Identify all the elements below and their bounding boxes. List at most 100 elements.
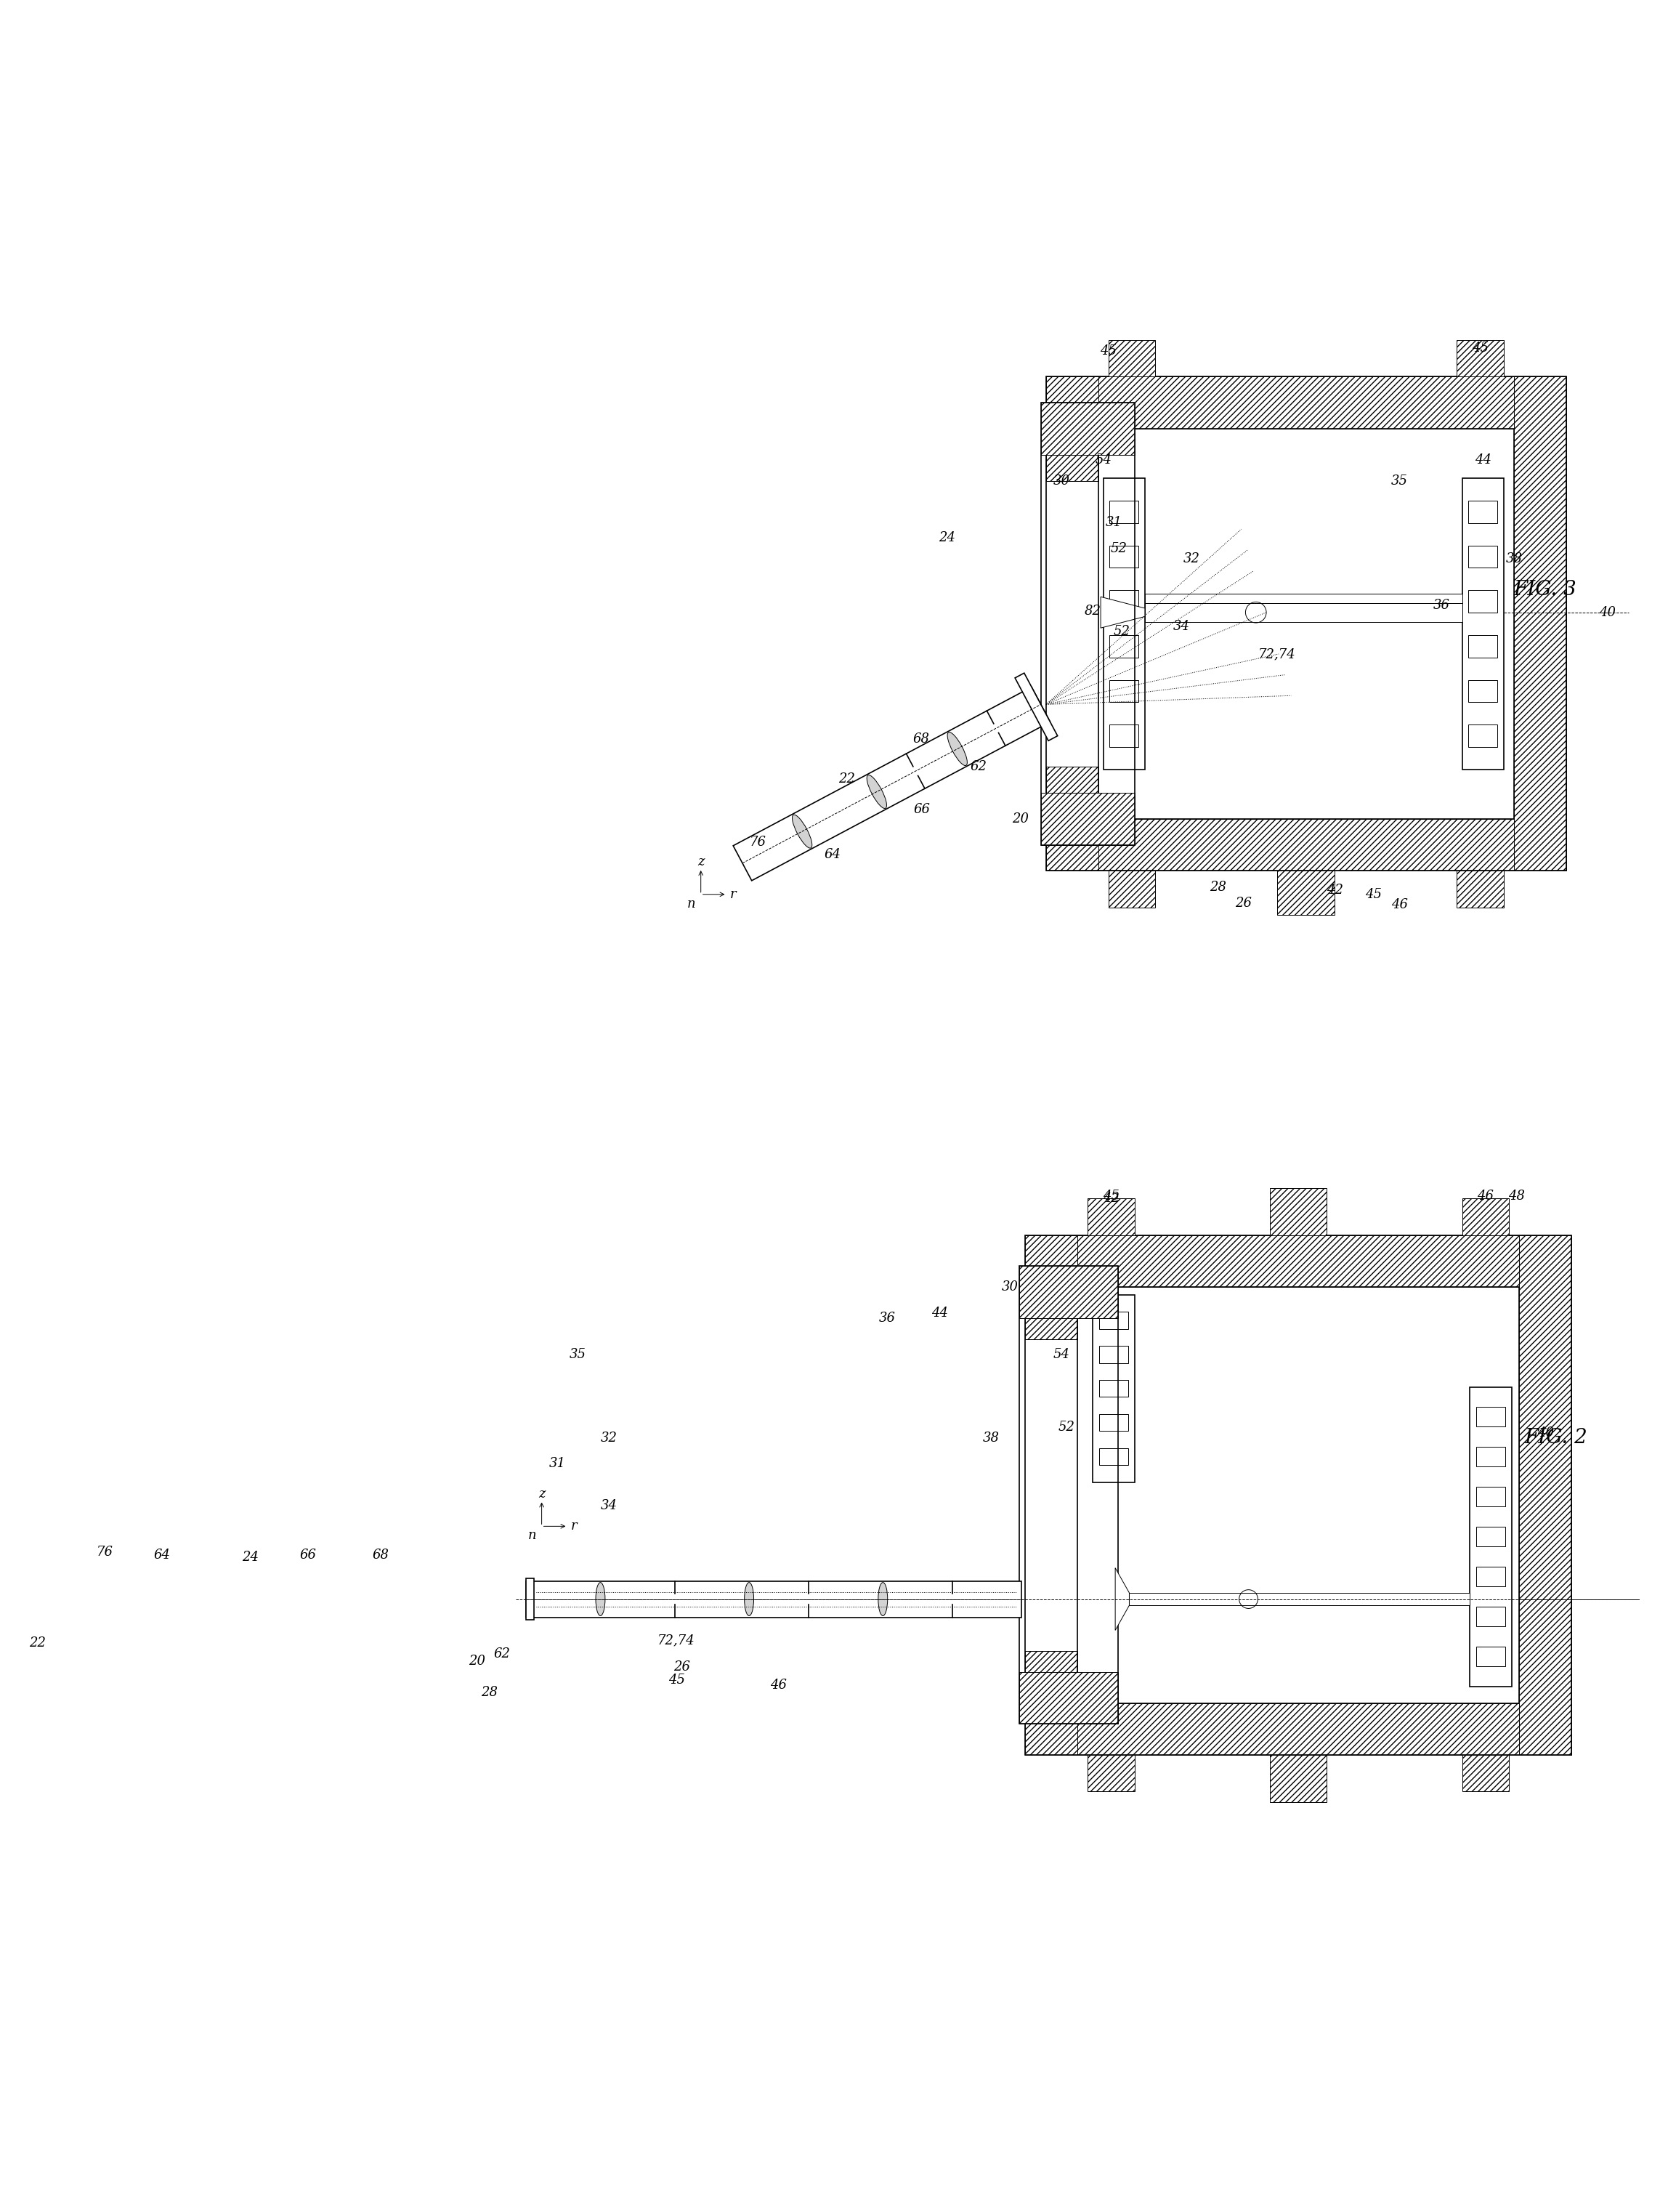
Bar xyxy=(1026,1234,1078,1338)
Bar xyxy=(1269,1754,1326,1803)
Text: 24: 24 xyxy=(939,531,956,544)
Text: 62: 62 xyxy=(971,761,987,774)
Text: 22: 22 xyxy=(839,772,856,785)
Ellipse shape xyxy=(877,1582,887,1615)
Text: 38: 38 xyxy=(1506,553,1523,566)
Ellipse shape xyxy=(595,1582,605,1615)
Text: 26: 26 xyxy=(1236,896,1253,909)
Text: 52: 52 xyxy=(1111,542,1128,555)
Text: 45: 45 xyxy=(1366,887,1383,900)
Text: 54: 54 xyxy=(1053,1347,1071,1360)
Text: 48: 48 xyxy=(1508,1190,1525,1203)
Bar xyxy=(1109,679,1139,701)
Text: z: z xyxy=(539,1486,545,1500)
Bar xyxy=(1468,591,1498,613)
Bar xyxy=(1476,1447,1505,1467)
Text: 32: 32 xyxy=(600,1431,617,1444)
Text: 68: 68 xyxy=(912,732,929,745)
Bar xyxy=(1026,1650,1078,1754)
Bar xyxy=(1468,679,1498,701)
Text: 44: 44 xyxy=(1475,453,1491,467)
Text: r: r xyxy=(731,887,736,900)
Bar xyxy=(1144,604,1463,622)
Bar xyxy=(1468,726,1498,748)
Text: 34: 34 xyxy=(1173,619,1189,633)
Bar xyxy=(1078,1287,1520,1703)
Bar xyxy=(1019,1672,1118,1723)
Bar xyxy=(1109,872,1156,907)
Text: 68: 68 xyxy=(372,1548,389,1562)
Text: 26: 26 xyxy=(674,1661,691,1672)
Text: FIG. 2: FIG. 2 xyxy=(1525,1429,1588,1447)
Text: 82: 82 xyxy=(1084,604,1101,617)
Ellipse shape xyxy=(792,814,812,847)
Text: 32: 32 xyxy=(1183,553,1199,566)
Bar xyxy=(1129,1593,1470,1606)
Bar xyxy=(1109,546,1139,568)
Bar xyxy=(1098,429,1515,818)
Text: 20: 20 xyxy=(1012,812,1029,825)
Bar xyxy=(1269,1188,1326,1234)
Ellipse shape xyxy=(744,1582,754,1615)
Text: 30: 30 xyxy=(1001,1281,1017,1294)
Text: 34: 34 xyxy=(600,1500,617,1513)
Text: 54: 54 xyxy=(1094,453,1111,467)
Bar xyxy=(1468,500,1498,522)
Text: 62: 62 xyxy=(494,1648,510,1661)
Text: 64: 64 xyxy=(153,1548,170,1562)
Bar xyxy=(1476,1646,1505,1666)
Text: 76: 76 xyxy=(97,1546,113,1559)
Text: 20: 20 xyxy=(469,1655,485,1668)
Bar xyxy=(1476,1526,1505,1546)
Text: 52: 52 xyxy=(1059,1420,1076,1433)
Text: 44: 44 xyxy=(931,1307,947,1321)
Bar xyxy=(1456,341,1503,376)
Bar xyxy=(1109,635,1139,657)
Text: 45: 45 xyxy=(1101,345,1118,358)
Bar xyxy=(1515,376,1566,872)
Polygon shape xyxy=(734,688,1051,880)
Text: 42: 42 xyxy=(1103,1192,1119,1206)
Text: 35: 35 xyxy=(1391,473,1408,487)
Bar xyxy=(1099,1345,1128,1363)
Ellipse shape xyxy=(947,732,967,765)
Bar xyxy=(1278,872,1334,916)
Bar xyxy=(1026,1234,1571,1287)
Bar xyxy=(1099,1380,1128,1398)
Bar xyxy=(525,1579,534,1619)
Text: 31: 31 xyxy=(1106,515,1123,529)
Text: 24: 24 xyxy=(242,1551,259,1564)
Text: 72,74: 72,74 xyxy=(657,1635,696,1648)
Bar xyxy=(1476,1606,1505,1626)
Bar xyxy=(1468,635,1498,657)
Bar xyxy=(1041,403,1134,456)
Bar xyxy=(1470,1387,1511,1686)
Bar xyxy=(1088,1754,1134,1792)
Bar xyxy=(525,1582,1021,1617)
Text: 46: 46 xyxy=(771,1679,787,1692)
Bar xyxy=(1463,1754,1510,1792)
Bar xyxy=(1019,1265,1118,1723)
Text: 66: 66 xyxy=(299,1548,315,1562)
Text: FIG. 3: FIG. 3 xyxy=(1515,580,1576,599)
Text: 40: 40 xyxy=(1536,1427,1553,1440)
Text: 22: 22 xyxy=(28,1637,45,1650)
Text: 45: 45 xyxy=(669,1672,686,1686)
Bar xyxy=(1144,593,1463,604)
Bar xyxy=(1463,1199,1510,1234)
Bar xyxy=(1041,792,1134,845)
Text: 40: 40 xyxy=(1600,606,1616,619)
Text: 66: 66 xyxy=(914,803,931,816)
Text: 72,74: 72,74 xyxy=(1258,648,1296,661)
Text: 31: 31 xyxy=(549,1458,565,1471)
Bar xyxy=(1099,1449,1128,1464)
Text: 52: 52 xyxy=(1113,626,1129,639)
Bar xyxy=(1046,376,1566,429)
Bar xyxy=(1109,500,1139,522)
Polygon shape xyxy=(1116,1568,1129,1630)
Text: 64: 64 xyxy=(824,847,841,860)
Bar xyxy=(1093,1294,1134,1482)
Polygon shape xyxy=(1101,597,1144,628)
Text: n: n xyxy=(529,1528,537,1542)
Text: 45: 45 xyxy=(1471,341,1488,354)
